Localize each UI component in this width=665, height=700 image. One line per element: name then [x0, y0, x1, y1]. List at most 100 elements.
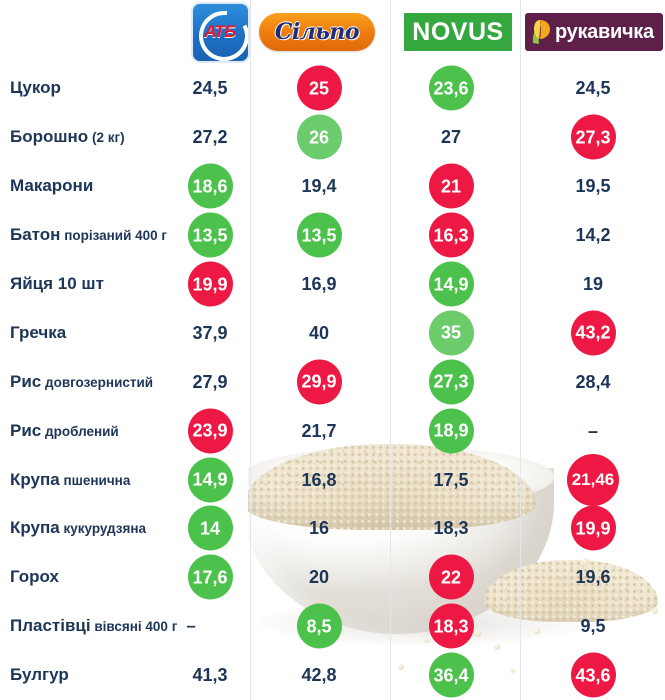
price-badge-cheapest: 26 [296, 114, 342, 160]
price-cell-rukavychka: 43,6 [528, 652, 658, 698]
price-cell-silpo: 20 [259, 568, 379, 586]
price-badge-cheapest: 35 [428, 310, 474, 356]
price-cell-novus: 27,3 [392, 359, 510, 405]
price-badge-most-expensive: 19,9 [187, 261, 233, 307]
price-badge-most-expensive: 29,9 [296, 359, 342, 405]
product-label: Цукор [10, 78, 61, 98]
table-row: Пластівці вівсяні 400 г – 8,5 18,3 9,5 [0, 602, 665, 651]
price-cell-novus: 18,3 [392, 519, 510, 537]
product-name: Горох [10, 567, 59, 587]
product-label: Рис довгозернистий [10, 372, 153, 392]
price-cell-atb: 14,9 [176, 457, 244, 503]
table-row: Крупа пшенична 14,9 16,8 17,5 21,46 [0, 453, 665, 506]
store-logo-rukavychka[interactable]: рукавичка [525, 0, 663, 64]
price-cell-rukavychka: 24,5 [528, 79, 658, 97]
rukavychka-logo-text: рукавичка [555, 20, 654, 43]
column-divider-1 [250, 0, 251, 700]
product-name: Батон [10, 225, 61, 245]
product-name-qualifier: вівсяні 400 г [90, 619, 178, 635]
price-cell-atb: 17,6 [176, 554, 244, 600]
product-label: Горох [10, 567, 59, 587]
table-row: Цукор 24,5 25 23,6 24,5 [0, 64, 665, 113]
table-row: Рис дроблений 23,9 21,7 18,9 – [0, 406, 665, 455]
price-comparison-table: Цукор 24,5 25 23,6 24,5 Борошно (2 кг) 27,2 26 2… [0, 64, 665, 700]
price-cell-rukavychka: 9,5 [528, 617, 658, 635]
price-badge-cheapest: 17,6 [187, 554, 233, 600]
table-row: Рис довгозернистий 27,9 29,9 27,3 28,4 [0, 357, 665, 406]
price-cell-silpo: 42,8 [259, 666, 379, 684]
price-cell-rukavychka: 19,5 [528, 177, 658, 195]
product-name-qualifier: кукурудзяна [59, 521, 147, 537]
price-value: 42,8 [301, 665, 337, 686]
price-badge-most-expensive: 43,6 [570, 652, 616, 698]
price-cell-atb: 24,5 [176, 79, 244, 97]
price-cell-silpo: 26 [259, 114, 379, 160]
price-cell-silpo: 16 [259, 519, 379, 537]
price-cell-silpo: 40 [259, 324, 379, 342]
price-value: 27 [440, 127, 462, 148]
price-cell-atb: 41,3 [176, 666, 244, 684]
price-badge-most-expensive: 16,3 [428, 212, 474, 258]
product-name: Пластівці [10, 616, 91, 636]
price-missing-dash: – [186, 616, 196, 636]
silpo-logo-text: Сільпо [274, 19, 360, 45]
price-cell-novus: 35 [392, 310, 510, 356]
price-cell-silpo: 29,9 [259, 359, 379, 405]
glove-leaf-icon [529, 17, 553, 47]
store-logo-header: АТБ Сільпо NOVUS рукавичка [0, 0, 665, 64]
product-label: Рис дроблений [10, 421, 119, 441]
price-value: 21,7 [301, 420, 337, 441]
price-value: 19 [582, 274, 604, 294]
product-label: Пластівці вівсяні 400 г – [10, 616, 196, 636]
price-value: 27,2 [192, 127, 228, 148]
product-label: Крупа пшенична [10, 470, 130, 490]
price-badge-most-expensive: 21,46 [567, 453, 619, 506]
price-badge-cheapest: 14,9 [187, 457, 233, 503]
price-cell-rukavychka: 27,3 [528, 114, 658, 160]
price-cell-atb: 23,9 [176, 408, 244, 454]
product-label: Крупа кукурудзяна [10, 518, 146, 538]
column-divider-2 [390, 0, 391, 700]
price-badge-most-expensive: 22 [428, 554, 474, 600]
price-cell-rukavychka: 19,6 [528, 568, 658, 586]
store-logo-novus[interactable]: NOVUS [403, 0, 513, 64]
product-name-qualifier: дроблений [41, 423, 119, 439]
price-cell-silpo: 19,4 [259, 177, 379, 195]
price-badge-cheapest: 13,5 [296, 212, 342, 258]
store-logo-silpo[interactable]: Сільпо [258, 0, 376, 64]
price-cell-novus: 16,3 [392, 212, 510, 258]
table-row: Борошно (2 кг) 27,2 26 27 27,3 [0, 113, 665, 162]
price-value: 28,4 [575, 371, 611, 392]
price-cell-atb: 27,9 [176, 373, 244, 391]
price-cell-rukavychka: 14,2 [528, 226, 658, 244]
price-value: 19,6 [575, 567, 611, 588]
price-badge-most-expensive: 27,3 [570, 114, 616, 160]
price-cell-rukavychka: 43,2 [528, 310, 658, 356]
price-badge-cheapest: 18,6 [187, 163, 233, 209]
product-name-qualifier: довгозернистий [41, 374, 154, 390]
price-cell-rukavychka: 28,4 [528, 373, 658, 391]
table-row: Крупа кукурудзяна 14 16 18,3 19,9 [0, 504, 665, 553]
price-cell-silpo: 16,8 [259, 471, 379, 489]
price-badge-cheapest: 18,9 [428, 408, 474, 454]
price-cell-novus: 27 [392, 128, 510, 146]
product-name: Крупа [10, 469, 60, 489]
price-cell-silpo: 8,5 [259, 603, 379, 649]
price-badge-cheapest: 14,9 [428, 261, 474, 307]
price-cell-silpo: 13,5 [259, 212, 379, 258]
price-value: 41,3 [192, 665, 228, 686]
table-row: Батон порізаний 400 г 13,5 13,5 16,3 14,2 [0, 211, 665, 260]
price-badge-cheapest: 13,5 [187, 212, 233, 258]
price-value: 37,9 [192, 322, 228, 343]
price-badge-most-expensive: 18,3 [428, 603, 474, 649]
price-value: 19,4 [301, 176, 337, 197]
price-value: 24,5 [192, 78, 228, 99]
price-value: 40 [308, 322, 330, 343]
product-label: Макарони [10, 176, 93, 196]
price-cell-novus: 36,4 [392, 652, 510, 698]
price-value: 14,2 [575, 225, 611, 246]
price-cell-novus: 23,6 [392, 65, 510, 111]
price-value: 16 [308, 518, 330, 539]
price-badge-cheapest: 27,3 [428, 359, 474, 405]
price-badge-cheapest: 36,4 [428, 652, 474, 698]
